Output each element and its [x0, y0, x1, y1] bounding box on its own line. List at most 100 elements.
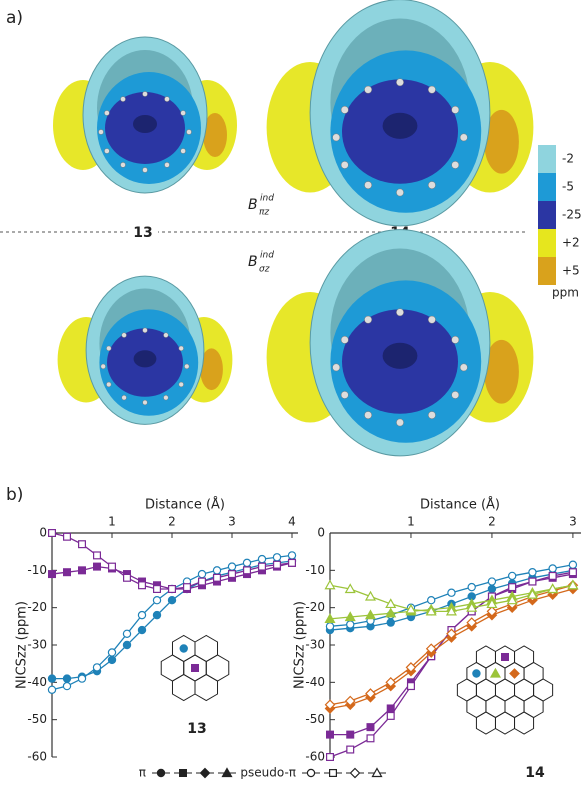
data-point [367, 724, 374, 731]
atom [364, 86, 371, 93]
row-label: B [248, 197, 258, 213]
data-point [330, 770, 337, 777]
data-point [274, 561, 281, 568]
x-tick-label: 2 [168, 515, 176, 529]
compound-label: 13 [187, 721, 206, 737]
y-tick-label: -20 [27, 600, 47, 614]
color-swatch [538, 145, 556, 173]
data-point [64, 569, 71, 576]
data-point [569, 561, 576, 568]
data-point [108, 656, 115, 663]
data-point [78, 675, 85, 682]
compound-label: 13 [133, 225, 152, 241]
hexagon [172, 675, 195, 701]
y-tick-label: -60 [27, 750, 47, 764]
y-tick-label: -50 [305, 712, 325, 726]
x-tick-label: 3 [228, 515, 236, 529]
atom [165, 97, 170, 102]
atom [143, 168, 148, 173]
data-point [63, 682, 70, 689]
inset-marker [502, 654, 509, 661]
y-tick-label: -40 [305, 675, 325, 689]
data-point [198, 570, 205, 577]
atom [341, 391, 348, 398]
atom [333, 134, 340, 141]
hexagon [206, 655, 229, 681]
atom [452, 391, 459, 398]
data-point [213, 567, 220, 574]
y-tick-label: -20 [305, 600, 325, 614]
atom [181, 111, 186, 116]
y-tick-label: -40 [27, 675, 47, 689]
data-point [367, 735, 374, 742]
colorbar-unit: ppm [552, 286, 579, 300]
row-label: B [248, 254, 258, 270]
data-point [138, 612, 145, 619]
atom [452, 336, 459, 343]
colorbar-label: -5 [562, 180, 574, 194]
atom [121, 97, 126, 102]
data-point [549, 565, 556, 572]
color-swatch [538, 201, 556, 229]
data-point [124, 574, 131, 581]
atom [143, 400, 148, 405]
data-point [347, 746, 354, 753]
data-point [201, 769, 210, 778]
atom [121, 162, 126, 167]
atom [341, 336, 348, 343]
x-tick-label: 2 [488, 515, 496, 529]
y-axis-label: NICSzz (ppm) [15, 601, 30, 689]
core-hole [383, 343, 418, 369]
atom [341, 161, 348, 168]
data-point [157, 769, 164, 776]
atom [452, 106, 459, 113]
row-label-sup: ind [260, 251, 274, 261]
data-point [347, 621, 354, 628]
colorbar-label: +5 [562, 264, 580, 278]
atom [428, 316, 435, 323]
data-point [154, 586, 161, 593]
data-point [468, 584, 475, 591]
y-tick-label: -30 [27, 638, 47, 652]
atom [428, 411, 435, 418]
hexagon [534, 679, 553, 701]
data-point [63, 675, 70, 682]
data-point [93, 664, 100, 671]
data-point [258, 556, 265, 563]
data-point [49, 530, 56, 537]
data-point [228, 563, 235, 570]
atom [396, 309, 403, 316]
data-point [408, 683, 415, 690]
data-point [79, 567, 86, 574]
data-point [139, 582, 146, 589]
data-point [347, 731, 354, 738]
data-point [49, 571, 56, 578]
atom [364, 181, 371, 188]
atom [364, 411, 371, 418]
atom [179, 382, 184, 387]
atom [104, 149, 109, 154]
inset-marker [180, 645, 187, 652]
data-point [94, 552, 101, 559]
compound-label: 14 [525, 765, 545, 781]
x-tick-label: 1 [407, 515, 415, 529]
atom [165, 162, 170, 167]
inset-marker [192, 665, 199, 672]
atom [428, 86, 435, 93]
x-tick-label: 3 [569, 515, 577, 529]
hexagon [161, 655, 184, 681]
data-point [64, 533, 71, 540]
data-point [289, 559, 296, 566]
core-hole [383, 113, 418, 139]
atom [101, 364, 106, 369]
data-point [488, 585, 495, 592]
atom [460, 364, 467, 371]
atom [106, 346, 111, 351]
atom [187, 130, 192, 135]
data-point [108, 649, 115, 656]
atom [452, 161, 459, 168]
atom [164, 395, 169, 400]
y-axis-label: NICSzz (ppm) [293, 601, 308, 689]
data-point [509, 584, 516, 591]
core-hole [133, 115, 157, 133]
